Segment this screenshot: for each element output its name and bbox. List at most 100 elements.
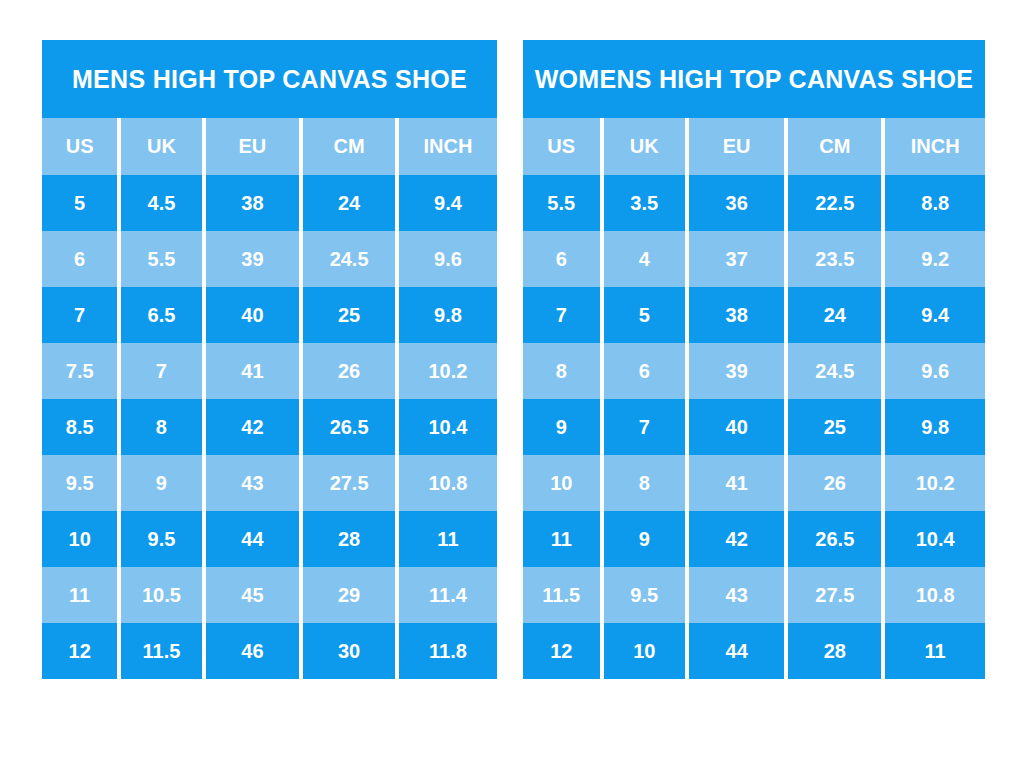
size-cell: 44 [687, 623, 786, 679]
column-header-us: US [523, 118, 602, 175]
table-row: 1194226.510.4 [523, 511, 985, 567]
size-cell: 37 [687, 231, 786, 287]
size-cell: 10.8 [883, 567, 985, 623]
size-cell: 41 [204, 343, 302, 399]
size-cell: 43 [687, 567, 786, 623]
size-cell: 8 [523, 343, 602, 399]
table-row: 643723.59.2 [523, 231, 985, 287]
size-cell: 11.8 [397, 623, 497, 679]
size-cell: 25 [301, 287, 397, 343]
size-cell: 36 [687, 175, 786, 231]
size-cell: 40 [687, 399, 786, 455]
size-cell: 38 [204, 175, 302, 231]
size-cell: 30 [301, 623, 397, 679]
size-cell: 12 [42, 623, 119, 679]
size-cell: 39 [687, 343, 786, 399]
size-cell: 11 [397, 511, 497, 567]
size-cell: 41 [687, 455, 786, 511]
size-cell: 12 [523, 623, 602, 679]
size-cell: 7.5 [42, 343, 119, 399]
size-cell: 5.5 [119, 231, 203, 287]
size-cell: 42 [687, 511, 786, 567]
size-cell: 8 [119, 399, 203, 455]
size-cell: 6 [523, 231, 602, 287]
column-header-us: US [42, 118, 119, 175]
size-cell: 44 [204, 511, 302, 567]
size-cell: 6.5 [119, 287, 203, 343]
size-cell: 7 [42, 287, 119, 343]
size-cell: 7 [523, 287, 602, 343]
column-header-uk: UK [119, 118, 203, 175]
size-cell: 24.5 [301, 231, 397, 287]
size-cell: 11.5 [523, 567, 602, 623]
table-row: 7.57412610.2 [42, 343, 497, 399]
size-cell: 9.5 [602, 567, 687, 623]
womens-chart-title: WOMENS HIGH TOP CANVAS SHOE [523, 40, 985, 118]
size-cell: 9.6 [397, 231, 497, 287]
size-cell: 27.5 [786, 567, 883, 623]
size-cell: 8.5 [42, 399, 119, 455]
size-cell: 4.5 [119, 175, 203, 231]
table-row: 1210442811 [523, 623, 985, 679]
size-cell: 10.5 [119, 567, 203, 623]
size-cell: 9 [523, 399, 602, 455]
table-row: 109.5442811 [42, 511, 497, 567]
size-cell: 8.8 [883, 175, 985, 231]
size-cell: 6 [602, 343, 687, 399]
column-header-cm: CM [786, 118, 883, 175]
size-cell: 23.5 [786, 231, 883, 287]
table-row: 9740259.8 [523, 399, 985, 455]
table-row: 11.59.54327.510.8 [523, 567, 985, 623]
column-header-row: USUKEUCMINCH [523, 118, 985, 175]
size-cell: 24.5 [786, 343, 883, 399]
table-row: 76.540259.8 [42, 287, 497, 343]
table-row: 1110.5452911.4 [42, 567, 497, 623]
size-cell: 9.2 [883, 231, 985, 287]
size-cell: 40 [204, 287, 302, 343]
size-cell: 10.4 [883, 511, 985, 567]
size-cell: 9 [602, 511, 687, 567]
size-cell: 9.4 [883, 287, 985, 343]
size-cell: 24 [301, 175, 397, 231]
size-cell: 43 [204, 455, 302, 511]
size-cell: 9.8 [883, 399, 985, 455]
size-cell: 11 [883, 623, 985, 679]
size-cell: 11 [523, 511, 602, 567]
size-cell: 29 [301, 567, 397, 623]
table-row: 863924.59.6 [523, 343, 985, 399]
mens-chart-title: MENS HIGH TOP CANVAS SHOE [42, 40, 497, 118]
size-cell: 9.5 [119, 511, 203, 567]
size-cell: 10.8 [397, 455, 497, 511]
size-cell: 9 [119, 455, 203, 511]
table-row: 54.538249.4 [42, 175, 497, 231]
size-cell: 38 [687, 287, 786, 343]
table-row: 65.53924.59.6 [42, 231, 497, 287]
size-cell: 8 [602, 455, 687, 511]
size-cell: 5.5 [523, 175, 602, 231]
size-cell: 6 [42, 231, 119, 287]
size-cell: 4 [602, 231, 687, 287]
size-cell: 27.5 [301, 455, 397, 511]
size-cell: 10.2 [883, 455, 985, 511]
size-cell: 3.5 [602, 175, 687, 231]
column-header-row: USUKEUCMINCH [42, 118, 497, 175]
size-cell: 26.5 [786, 511, 883, 567]
mens-size-chart: MENS HIGH TOP CANVAS SHOE USUKEUCMINCH 5… [42, 40, 497, 679]
size-cell: 10 [602, 623, 687, 679]
size-cell: 26 [301, 343, 397, 399]
size-cell: 5 [42, 175, 119, 231]
size-cell: 11 [42, 567, 119, 623]
table-row: 108412610.2 [523, 455, 985, 511]
size-cell: 9.5 [42, 455, 119, 511]
size-cell: 10.4 [397, 399, 497, 455]
womens-size-chart: WOMENS HIGH TOP CANVAS SHOE USUKEUCMINCH… [523, 40, 985, 679]
size-cell: 28 [301, 511, 397, 567]
table-row: 7538249.4 [523, 287, 985, 343]
size-cell: 9.6 [883, 343, 985, 399]
size-cell: 10 [42, 511, 119, 567]
table-row: 8.584226.510.4 [42, 399, 497, 455]
size-chart-page: MENS HIGH TOP CANVAS SHOE USUKEUCMINCH 5… [0, 0, 1024, 767]
size-cell: 45 [204, 567, 302, 623]
size-cell: 25 [786, 399, 883, 455]
size-cell: 39 [204, 231, 302, 287]
